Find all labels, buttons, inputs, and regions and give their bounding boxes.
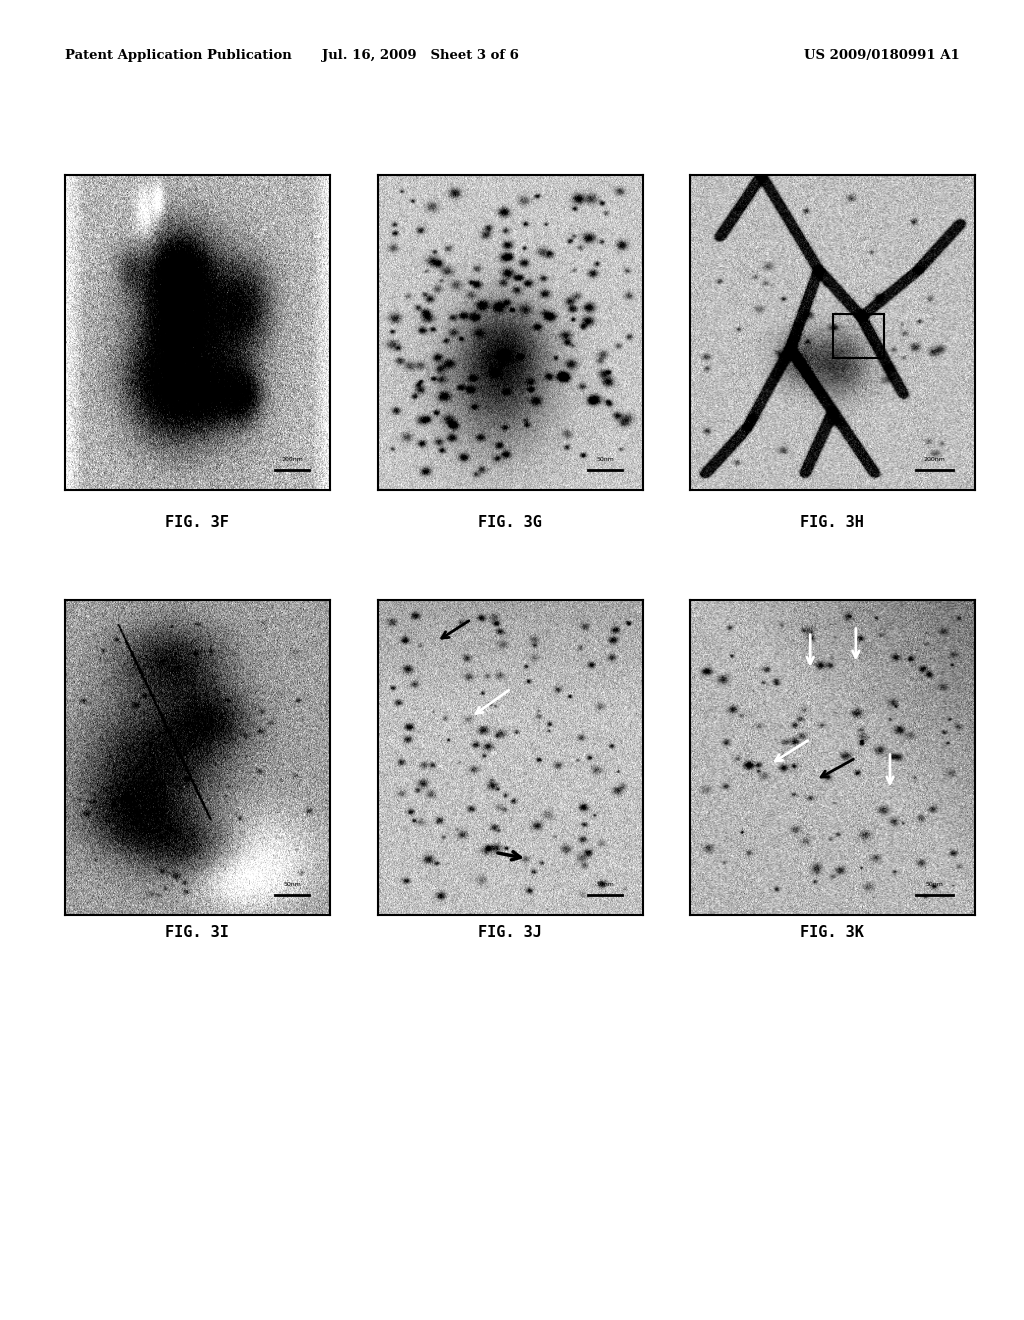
Text: 200nm: 200nm [924, 457, 945, 462]
Text: FIG. 3G: FIG. 3G [478, 515, 542, 531]
Text: Patent Application Publication: Patent Application Publication [65, 49, 292, 62]
Text: Jul. 16, 2009   Sheet 3 of 6: Jul. 16, 2009 Sheet 3 of 6 [322, 49, 518, 62]
Text: FIG. 3F: FIG. 3F [165, 515, 229, 531]
Text: 50nm: 50nm [596, 882, 614, 887]
Text: FIG. 3H: FIG. 3H [800, 515, 864, 531]
Text: US 2009/0180991 A1: US 2009/0180991 A1 [804, 49, 961, 62]
Text: 50nm: 50nm [926, 882, 943, 887]
Text: FIG. 3K: FIG. 3K [800, 925, 864, 940]
Text: 200nm: 200nm [282, 457, 303, 462]
Text: 50nm: 50nm [596, 457, 614, 462]
Text: FIG. 3I: FIG. 3I [165, 925, 229, 940]
Bar [833, 314, 885, 358]
Text: 50nm: 50nm [284, 882, 301, 887]
Text: FIG. 3J: FIG. 3J [478, 925, 542, 940]
